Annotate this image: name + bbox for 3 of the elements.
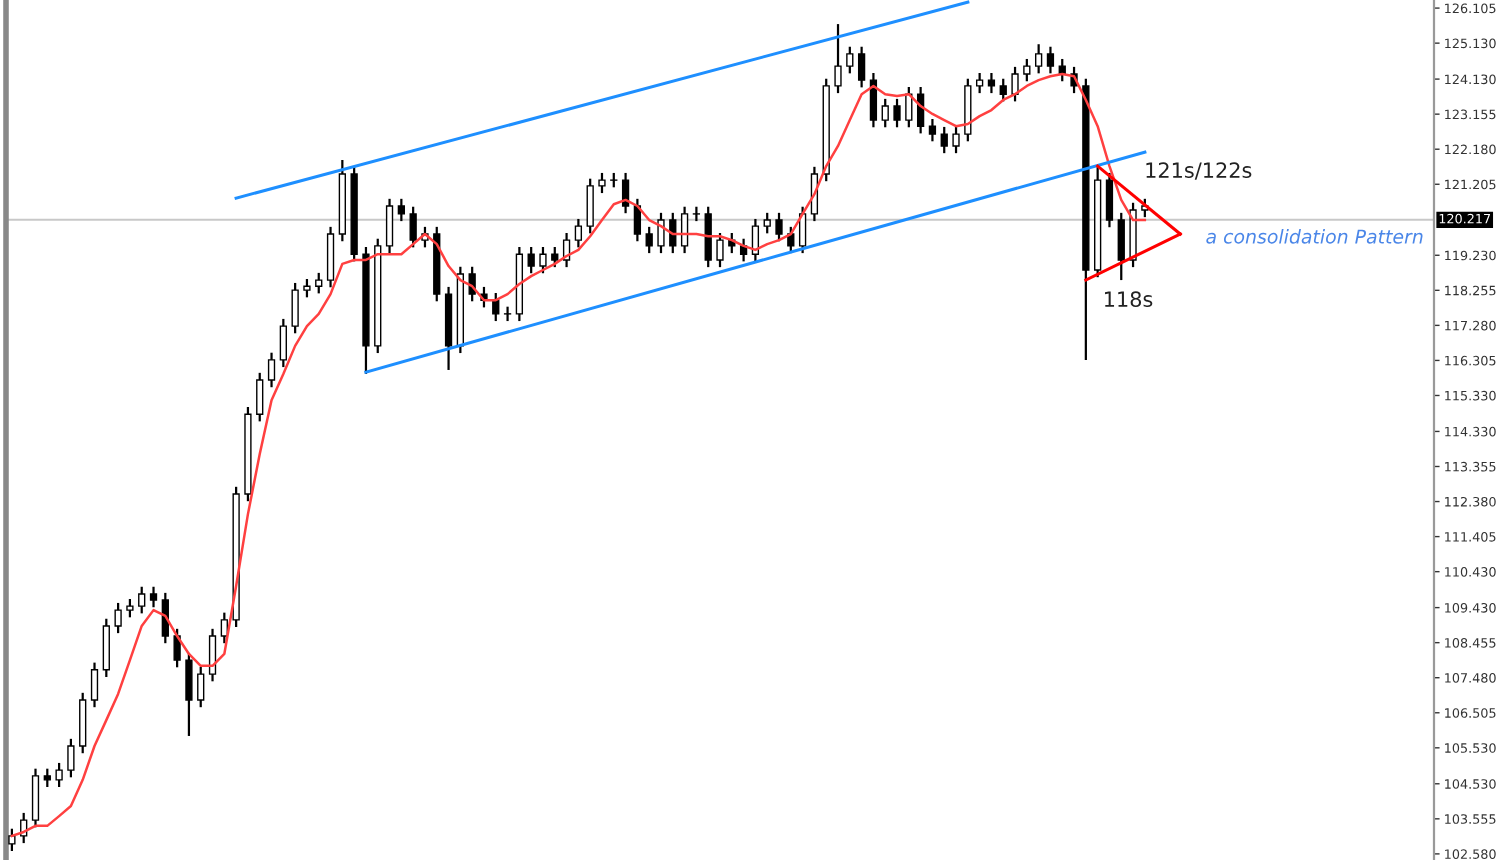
annotation: 121s/122s [1146,162,1252,180]
annotation: a consolidation Pattern [1206,229,1423,244]
annotation: 118s [1104,291,1153,308]
